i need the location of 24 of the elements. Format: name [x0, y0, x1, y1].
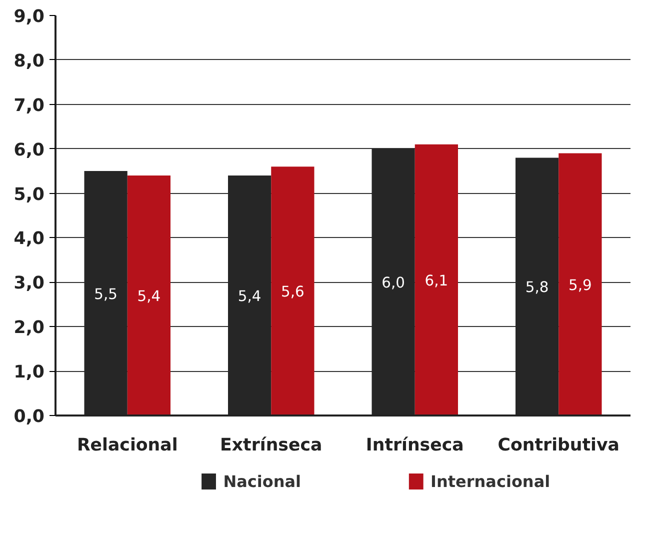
x-tick-label: Intrínseca	[366, 436, 464, 456]
x-tick-label: Contributiva	[498, 436, 620, 456]
y-tick-label: 8,0	[14, 51, 45, 72]
x-tick-label: Extrínseca	[220, 436, 322, 456]
y-tick-label: 9,0	[14, 7, 45, 27]
y-tick-label: 3,0	[14, 274, 45, 294]
data-label: 6,0	[382, 274, 405, 292]
legend-label: Nacional	[223, 472, 302, 491]
y-tick-label: 4,0	[14, 229, 45, 250]
data-label: 5,8	[525, 279, 549, 296]
data-label: 5,5	[94, 286, 118, 303]
y-tick-label: 2,0	[14, 318, 45, 338]
x-tick-label: Relacional	[76, 436, 178, 456]
y-tick-label: 7,0	[14, 96, 45, 116]
y-tick-label: 5,0	[14, 184, 45, 205]
data-label: 5,6	[281, 284, 304, 301]
data-label: 5,9	[568, 276, 592, 294]
y-tick-label: 1,0	[14, 362, 45, 383]
y-tick-label: 6,0	[14, 140, 45, 160]
data-label: 6,1	[424, 272, 448, 290]
legend-label: Internacional	[430, 472, 550, 491]
y-tick-label: 0,0	[14, 407, 45, 427]
data-label: 5,4	[238, 288, 262, 305]
data-label: 5,4	[137, 288, 161, 305]
